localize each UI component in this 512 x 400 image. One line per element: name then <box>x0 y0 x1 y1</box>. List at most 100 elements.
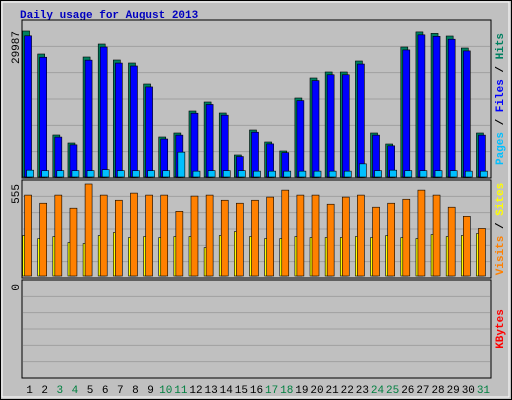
bar <box>449 170 458 178</box>
x-tick-label: 17 <box>265 385 278 397</box>
x-tick-label: 19 <box>295 385 308 397</box>
x-tick-label: 22 <box>341 385 354 397</box>
bar <box>115 62 123 178</box>
legend: KBytes <box>495 309 507 349</box>
bar <box>220 199 229 277</box>
bar <box>404 170 413 178</box>
bar <box>328 170 337 178</box>
bar <box>132 170 140 178</box>
bar <box>253 170 261 178</box>
bar <box>24 35 32 178</box>
x-tick-label: 9 <box>147 385 154 397</box>
bar <box>432 35 441 178</box>
bar <box>145 86 153 178</box>
bar <box>402 49 411 178</box>
bar <box>283 170 292 178</box>
bar <box>311 194 320 277</box>
y-tick-label: 555 <box>11 184 23 204</box>
bar <box>296 194 305 277</box>
legend-entry: KBytes <box>495 309 507 349</box>
bar <box>99 194 108 277</box>
legend-entry: Files <box>495 79 507 112</box>
bar <box>447 206 456 277</box>
legend-entry: Hits <box>495 33 507 59</box>
bar <box>26 169 34 178</box>
bar <box>99 46 108 178</box>
bar <box>343 170 352 178</box>
bar <box>101 169 110 178</box>
x-tick-label: 24 <box>371 385 385 397</box>
bar <box>39 56 47 178</box>
y-tick-label: 0 <box>11 284 23 291</box>
chart-title: Daily usage for August 2013 <box>20 10 199 22</box>
bar <box>54 194 63 277</box>
bar <box>432 194 441 277</box>
bar <box>419 170 428 178</box>
x-tick-label: 8 <box>132 385 139 397</box>
x-tick-label: 7 <box>117 385 124 397</box>
bar <box>480 170 488 178</box>
bar <box>311 80 320 178</box>
x-tick-label: 15 <box>235 385 248 397</box>
x-tick-label: 20 <box>310 385 323 397</box>
bar <box>357 194 365 277</box>
bar <box>434 170 443 178</box>
bar <box>71 170 80 178</box>
y-tick-label: 29987 <box>11 31 23 64</box>
bar <box>192 170 201 178</box>
x-tick-label: 18 <box>280 385 293 397</box>
bar <box>86 170 95 178</box>
bar <box>417 34 426 178</box>
bar <box>39 202 47 277</box>
bar <box>357 63 365 178</box>
bar <box>313 170 322 178</box>
bar <box>341 196 350 277</box>
bar <box>175 211 184 277</box>
bar <box>115 199 123 277</box>
legend: Pages / Files / Hits <box>495 33 507 165</box>
bar <box>359 163 367 178</box>
bar <box>296 100 305 178</box>
bar <box>41 170 49 178</box>
bar <box>463 216 471 277</box>
bar <box>251 199 259 277</box>
legend: Visits / Sites <box>495 183 507 275</box>
bar <box>326 74 335 178</box>
x-tick-label: 31 <box>477 385 491 397</box>
legend-entry: Visits <box>495 236 507 276</box>
bar <box>177 151 186 178</box>
bar <box>465 170 473 178</box>
x-tick-label: 14 <box>220 385 234 397</box>
bar <box>84 183 93 277</box>
legend-entry: Sites <box>495 183 507 216</box>
bar <box>372 206 380 277</box>
x-tick-label: 30 <box>462 385 475 397</box>
bar <box>222 170 231 178</box>
bar <box>205 104 214 178</box>
x-tick-label: 27 <box>416 385 429 397</box>
x-tick-label: 13 <box>205 385 218 397</box>
x-tick-label: 21 <box>326 385 340 397</box>
bar <box>220 114 229 178</box>
legend-separator: / <box>495 216 507 236</box>
bar <box>24 194 32 277</box>
x-tick-label: 2 <box>41 385 48 397</box>
bar <box>298 170 307 178</box>
bar <box>236 202 244 277</box>
bar <box>162 170 171 178</box>
x-tick-label: 23 <box>356 385 369 397</box>
legend-separator: / <box>495 59 507 79</box>
bar <box>160 194 169 277</box>
bar <box>130 65 138 178</box>
bar <box>463 50 471 178</box>
bar <box>402 198 411 277</box>
x-tick-label: 28 <box>431 385 444 397</box>
x-tick-label: 11 <box>174 385 188 397</box>
bar <box>326 203 335 277</box>
x-tick-label: 26 <box>401 385 414 397</box>
x-tick-label: 3 <box>57 385 64 397</box>
bar <box>190 112 199 178</box>
bar <box>447 38 456 178</box>
